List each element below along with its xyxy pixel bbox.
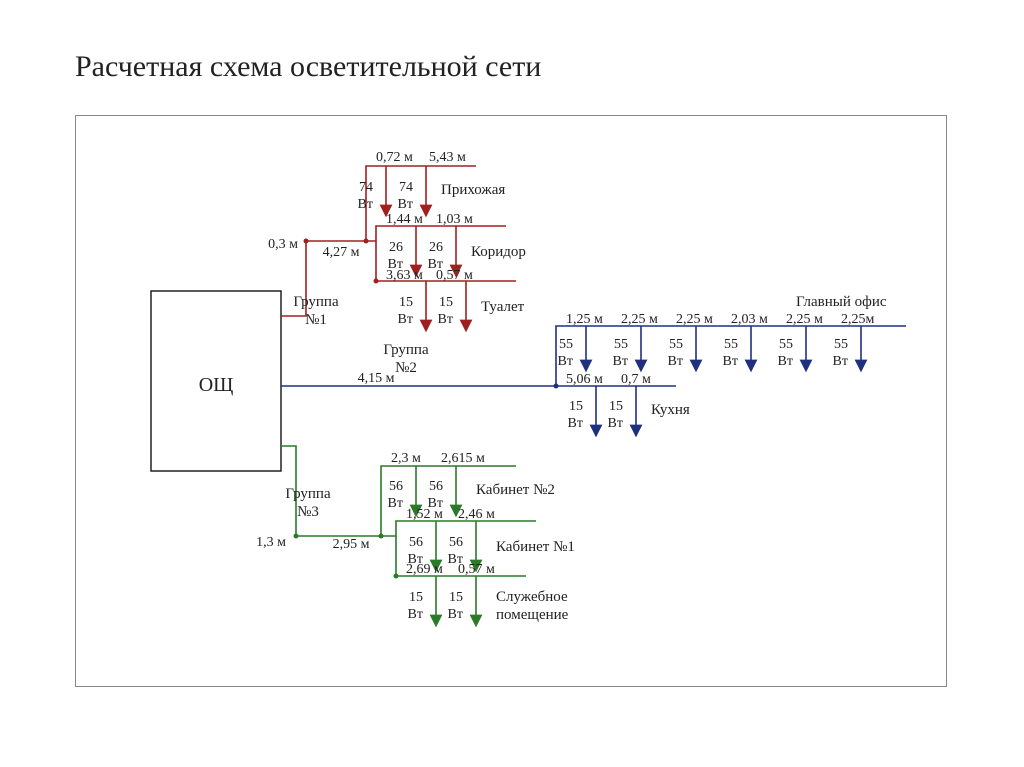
node xyxy=(374,279,379,284)
t: Вт xyxy=(608,416,623,431)
t: 55 xyxy=(779,337,793,352)
group2-name-2: №2 xyxy=(395,360,417,376)
g2-trunk-label: 4,15 м xyxy=(358,371,395,386)
g1-b2-w1: 26 xyxy=(389,240,403,255)
g3-b1-room: Кабинет №2 xyxy=(476,482,555,498)
g3-b3-s1: 2,69 м xyxy=(406,562,443,577)
g2-b1-s3: 2,25 м xyxy=(676,312,713,327)
g1-b2-room: Коридор xyxy=(471,244,526,260)
g3-trunk-label-2: 2,95 м xyxy=(333,537,370,552)
t: 55 xyxy=(614,337,628,352)
g1-b3-u1: Вт xyxy=(398,312,413,327)
group1-name-1: Группа xyxy=(293,294,339,310)
diagram-svg: ОЩ 0,3 м 4,27 м Группа №1 0,72 м 5,43 м … xyxy=(76,116,946,686)
t: 56 xyxy=(409,535,423,550)
g1-b2-w2: 26 xyxy=(429,240,443,255)
t: Вт xyxy=(668,354,683,369)
g1-b1-u1: Вт xyxy=(358,197,373,212)
g3-b3-room-2: помещение xyxy=(496,607,569,623)
g1-b1-seg1: 0,72 м xyxy=(376,150,413,165)
g1-b3-seg2: 0,57 м xyxy=(436,268,473,283)
g1-b2-seg1: 1,44 м xyxy=(386,212,423,227)
g1-b1-u2: Вт xyxy=(398,197,413,212)
g2-b2-room: Кухня xyxy=(651,402,690,418)
t: 56 xyxy=(389,479,403,494)
t: Вт xyxy=(833,354,848,369)
g1-b3-u2: Вт xyxy=(438,312,453,327)
page-title: Расчетная схема осветительной сети xyxy=(75,50,541,84)
g1-b1-seg2: 5,43 м xyxy=(429,150,466,165)
g3-b2-s1: 1,52 м xyxy=(406,507,443,522)
g1-b1-w1: 74 xyxy=(359,180,373,195)
g2-b2-s1: 5,06 м xyxy=(566,372,603,387)
t: 55 xyxy=(559,337,573,352)
diagram-frame: ОЩ 0,3 м 4,27 м Группа №1 0,72 м 5,43 м … xyxy=(75,115,947,687)
panel-label: ОЩ xyxy=(199,374,234,396)
t: Вт xyxy=(778,354,793,369)
t: 56 xyxy=(449,535,463,550)
group2-name-1: Группа xyxy=(383,342,429,358)
g1-b2-line xyxy=(366,226,506,241)
g2-b1-s1: 1,25 м xyxy=(566,312,603,327)
g3-b2-line xyxy=(381,521,536,536)
group1-name-2: №1 xyxy=(305,312,327,328)
group3-name-2: №3 xyxy=(297,504,319,520)
t: 56 xyxy=(429,479,443,494)
t: 15 xyxy=(409,590,423,605)
t: 15 xyxy=(449,590,463,605)
g3-b2-s2: 2,46 м xyxy=(458,507,495,522)
t: Вт xyxy=(723,354,738,369)
t: Вт xyxy=(558,354,573,369)
g1-b1-line xyxy=(366,166,476,241)
g2-b1-s5: 2,25 м xyxy=(786,312,823,327)
g3-trunk-label-1: 1,3 м xyxy=(256,535,286,550)
g3-b3-room-1: Служебное xyxy=(496,589,568,605)
node xyxy=(304,239,309,244)
g2-b1-s6: 2,25м xyxy=(841,312,875,327)
node xyxy=(394,574,399,579)
g2-b1-s2: 2,25 м xyxy=(621,312,658,327)
g1-b3-room: Туалет xyxy=(481,299,525,315)
t: Вт xyxy=(388,496,403,511)
t: 55 xyxy=(834,337,848,352)
t: Вт xyxy=(448,607,463,622)
g2-b1-s4: 2,03 м xyxy=(731,312,768,327)
g3-b1-s2: 2,615 м xyxy=(441,451,485,466)
g1-b3-seg1: 3,63 м xyxy=(386,268,423,283)
t: 55 xyxy=(669,337,683,352)
g1-b2-seg2: 1,03 м xyxy=(436,212,473,227)
t: 15 xyxy=(609,399,623,414)
g1-trunk-label-2: 4,27 м xyxy=(323,245,360,260)
g3-b1-s1: 2,3 м xyxy=(391,451,421,466)
t: Вт xyxy=(568,416,583,431)
g3-b2-room: Кабинет №1 xyxy=(496,539,575,555)
t: Вт xyxy=(408,607,423,622)
g1-b3-w2: 15 xyxy=(439,295,453,310)
g1-b3-w1: 15 xyxy=(399,295,413,310)
g2-b2-s2: 0,7 м xyxy=(621,372,651,387)
g1-b1-w2: 74 xyxy=(399,180,413,195)
g3-b3-s2: 0,57 м xyxy=(458,562,495,577)
t: 15 xyxy=(569,399,583,414)
g1-b1-room: Прихожая xyxy=(441,182,505,198)
g2-b1-room: Главный офис xyxy=(796,294,887,310)
group3-name-1: Группа xyxy=(285,486,331,502)
node xyxy=(294,534,299,539)
t: 55 xyxy=(724,337,738,352)
g1-trunk-label-1: 0,3 м xyxy=(268,237,298,252)
t: Вт xyxy=(613,354,628,369)
